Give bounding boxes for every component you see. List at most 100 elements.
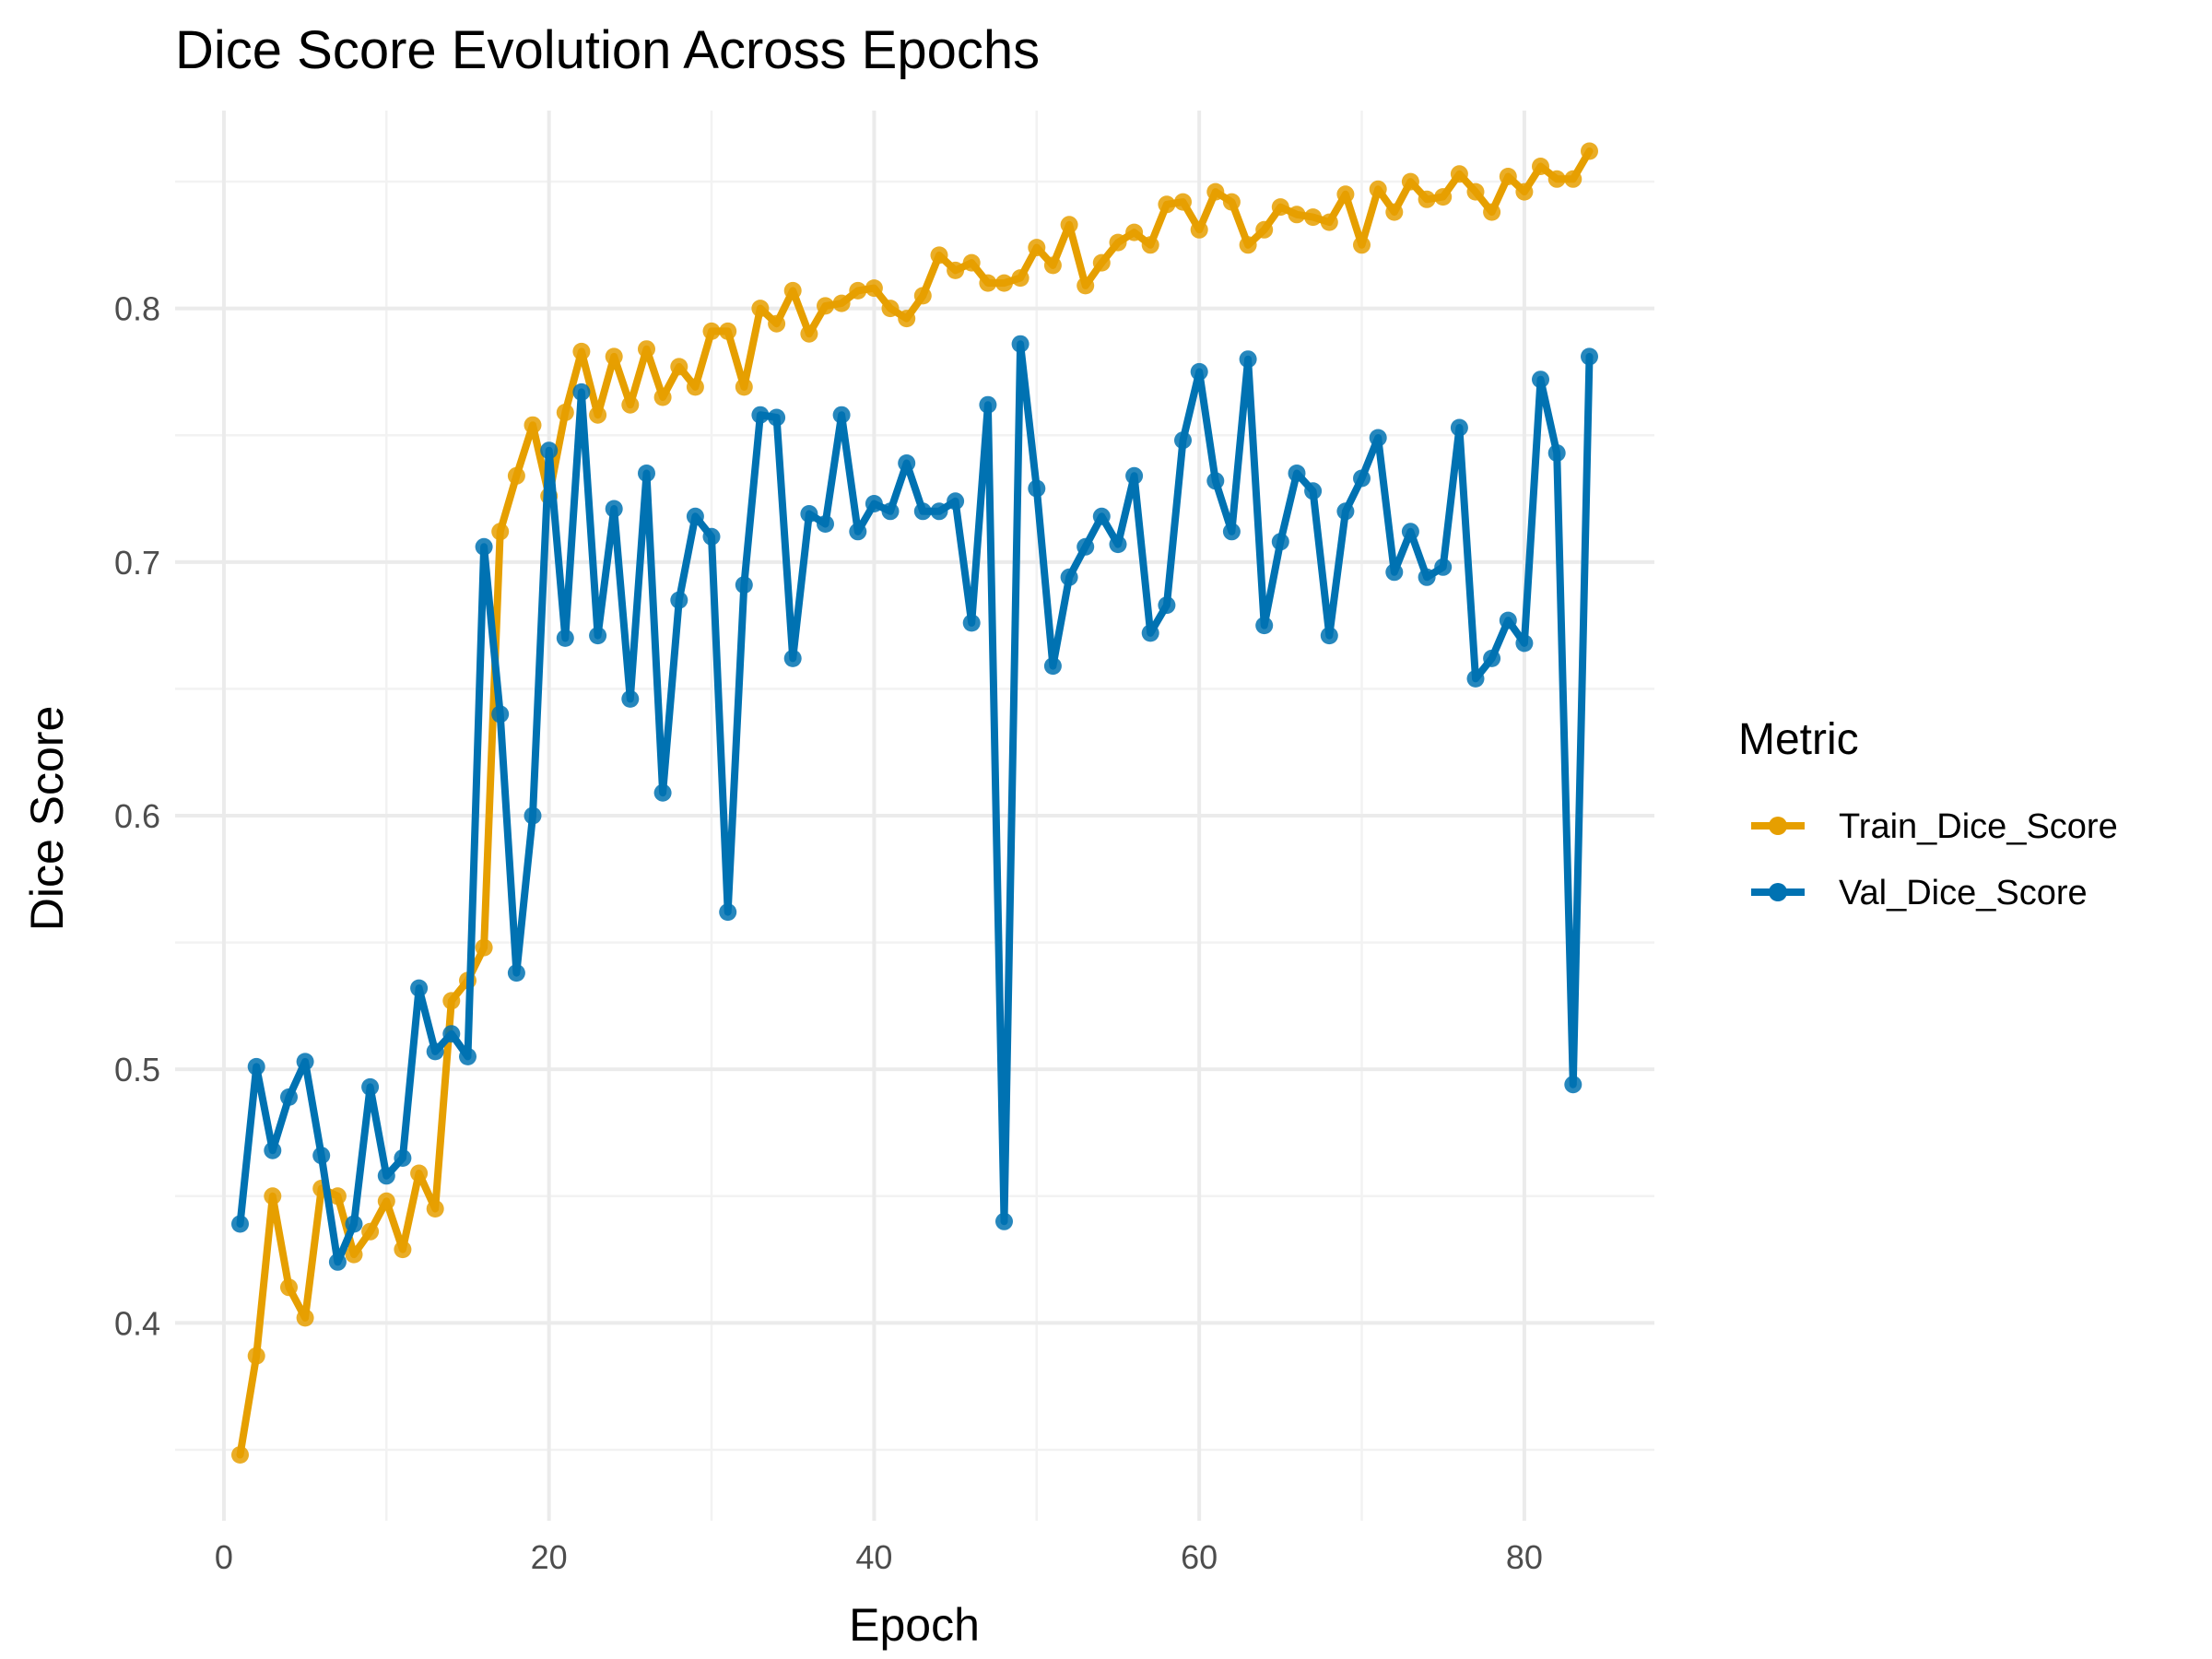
data-point-val-dice-score (1581, 347, 1598, 366)
data-point-train-dice-score (1206, 182, 1225, 201)
data-point-val-dice-score (312, 1147, 331, 1165)
data-point-val-dice-score (540, 441, 559, 460)
data-point-val-dice-score (995, 1212, 1013, 1230)
y-axis-title: Dice Score (21, 706, 73, 932)
legend-label: Train_Dice_Score (1839, 807, 2118, 846)
data-point-train-dice-score (1043, 256, 1062, 275)
data-point-train-dice-score (1304, 208, 1323, 227)
data-point-val-dice-score (962, 614, 981, 632)
series-line-train-dice-score (236, 147, 1594, 1459)
data-point-train-dice-score (1271, 198, 1289, 217)
x-axis-title: Epoch (849, 1599, 980, 1651)
data-point-train-dice-score (930, 246, 948, 265)
x-axis-ticks: 0 20 40 60 80 (215, 1538, 1543, 1576)
data-point-val-dice-score (1369, 429, 1387, 447)
data-point-val-dice-score (280, 1088, 298, 1106)
data-point-train-dice-score (962, 253, 981, 272)
data-point-val-dice-score (1174, 431, 1192, 450)
data-point-val-dice-score (1028, 479, 1046, 498)
data-point-train-dice-score (768, 314, 786, 333)
data-point-train-dice-score (410, 1164, 429, 1182)
data-point-train-dice-score (849, 281, 867, 300)
data-point-train-dice-score (377, 1192, 395, 1210)
data-point-train-dice-score (507, 466, 525, 485)
data-point-val-dice-score (1499, 611, 1517, 629)
data-point-train-dice-score (913, 287, 932, 305)
data-point-train-dice-score (1011, 269, 1030, 288)
data-point-train-dice-score (1255, 220, 1274, 239)
data-point-val-dice-score (817, 515, 834, 533)
data-point-val-dice-score (1125, 466, 1144, 485)
data-point-val-dice-score (1320, 627, 1338, 645)
data-point-train-dice-score (1515, 182, 1534, 201)
data-point-train-dice-score (524, 416, 542, 434)
data-point-train-dice-score (1077, 276, 1095, 295)
series-val-dice-score (231, 335, 1598, 1271)
data-point-val-dice-score (1483, 649, 1501, 667)
data-point-train-dice-score (800, 324, 818, 343)
data-point-val-dice-score (1271, 533, 1289, 551)
data-point-train-dice-score (686, 378, 704, 396)
data-point-train-dice-score (280, 1278, 298, 1297)
data-point-val-dice-score (1401, 523, 1419, 541)
data-point-train-dice-score (1483, 203, 1501, 221)
series-layer (231, 142, 1598, 1464)
data-point-train-dice-score (1288, 206, 1306, 224)
data-point-val-dice-score (1255, 617, 1274, 635)
data-point-val-dice-score (231, 1215, 249, 1233)
data-point-train-dice-score (589, 406, 607, 424)
data-point-train-dice-score (670, 358, 688, 376)
data-point-train-dice-score (345, 1245, 363, 1264)
data-point-train-dice-score (1190, 220, 1208, 239)
data-point-train-dice-score (783, 281, 802, 300)
data-point-val-dice-score (768, 408, 786, 427)
data-point-val-dice-score (1011, 335, 1030, 353)
data-point-train-dice-score (702, 322, 721, 340)
y-tick-label: 0.7 (114, 544, 160, 582)
data-point-val-dice-score (1077, 537, 1095, 556)
data-point-train-dice-score (751, 300, 770, 318)
data-point-val-dice-score (296, 1053, 314, 1071)
data-point-train-dice-score (491, 523, 510, 541)
legend-label: Val_Dice_Score (1839, 874, 2088, 912)
data-point-val-dice-score (589, 627, 607, 645)
data-point-val-dice-score (1434, 558, 1453, 576)
data-point-val-dice-score (1206, 472, 1225, 490)
data-point-train-dice-score (231, 1446, 249, 1464)
data-point-train-dice-score (361, 1222, 380, 1241)
data-point-train-dice-score (605, 347, 623, 366)
data-point-val-dice-score (898, 454, 916, 472)
x-tick-label: 0 (215, 1538, 233, 1576)
data-point-train-dice-score (1385, 203, 1404, 221)
data-point-val-dice-score (653, 783, 672, 802)
data-point-val-dice-score (556, 629, 574, 647)
data-point-train-dice-score (572, 342, 591, 360)
data-point-val-dice-score (881, 502, 900, 521)
y-tick-label: 0.8 (114, 290, 160, 328)
data-point-train-dice-score (719, 322, 737, 340)
data-point-train-dice-score (817, 297, 834, 315)
data-point-val-dice-score (1304, 482, 1323, 500)
legend: Metric Train_Dice_Score Val_Dice_Score (1738, 715, 2118, 912)
y-tick-label: 0.6 (114, 797, 160, 835)
data-point-val-dice-score (572, 382, 591, 401)
data-point-val-dice-score (702, 527, 721, 546)
data-point-train-dice-score (1369, 180, 1387, 198)
data-point-train-dice-score (442, 992, 461, 1010)
data-point-val-dice-score (1043, 657, 1062, 676)
data-point-train-dice-score (1141, 236, 1159, 254)
data-point-val-dice-score (1466, 669, 1485, 688)
data-point-val-dice-score (426, 1042, 444, 1061)
data-point-train-dice-score (1434, 188, 1453, 206)
data-point-val-dice-score (913, 502, 932, 521)
data-point-train-dice-score (1092, 253, 1111, 272)
data-point-val-dice-score (751, 406, 770, 424)
data-point-train-dice-score (735, 378, 753, 396)
data-point-train-dice-score (1581, 142, 1598, 160)
data-point-train-dice-score (865, 279, 883, 298)
data-point-train-dice-score (1109, 233, 1127, 252)
data-point-val-dice-score (1109, 535, 1127, 554)
data-point-val-dice-score (459, 1047, 477, 1065)
legend-key-point (1769, 817, 1787, 835)
